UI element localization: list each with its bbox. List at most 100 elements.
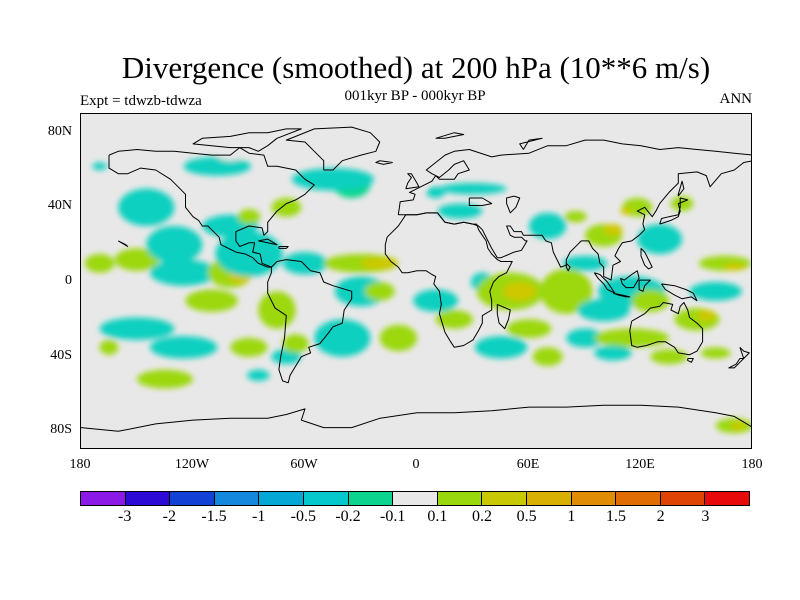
latitude-tick-label: 0 (65, 273, 72, 288)
coastline (506, 195, 521, 214)
divergence-region (564, 211, 587, 223)
coastline (384, 212, 513, 348)
coastline (612, 292, 631, 298)
divergence-region (700, 347, 731, 359)
coastline (638, 279, 651, 292)
divergence-region (146, 226, 203, 264)
divergence-region (92, 162, 108, 170)
colorbar-swatch (526, 492, 572, 505)
divergence-region (282, 334, 309, 353)
colorbar-swatch (616, 492, 661, 505)
coastline (81, 404, 751, 432)
divergence-region (594, 345, 632, 361)
coastline (519, 137, 543, 150)
chart-title: Divergence (smoothed) at 200 hPa (10**6 … (121, 50, 711, 85)
divergence-region (506, 319, 552, 338)
divergence-region (577, 298, 630, 322)
coastline (677, 180, 685, 197)
colorbar-tick-label: -3 (117, 508, 132, 525)
colorbar-tick-label: 0.1 (427, 508, 448, 525)
divergence-region (620, 207, 632, 215)
divergence-region (137, 369, 193, 389)
colorbar-swatch (214, 492, 260, 505)
period-subtitle: 001kyr BP - 000kyr BP (344, 88, 486, 104)
divergence-region (271, 349, 302, 365)
divergence-region (474, 336, 528, 359)
divergence-region (361, 257, 399, 269)
colorbar-tick-label: 2 (656, 508, 665, 525)
colorbar-swatch (348, 492, 394, 505)
coastline (267, 259, 353, 384)
latitude-tick-label: 80N (47, 123, 72, 139)
divergence-region (502, 282, 537, 301)
divergence-region (271, 198, 302, 217)
coastline (496, 303, 511, 330)
colorbar-swatch (571, 492, 617, 505)
divergence-region (413, 289, 459, 312)
coastline (278, 246, 289, 249)
colorbar-tick-label: 0.2 (472, 508, 492, 525)
divergence-region (84, 254, 115, 273)
divergence-region (114, 248, 160, 271)
coastline (565, 262, 571, 272)
coastline (397, 139, 751, 281)
colorbar-tick-label: 0.5 (516, 508, 537, 525)
coastline (258, 238, 278, 246)
colorbar-swatch (170, 492, 215, 505)
colorbar-tick-label: 1 (567, 508, 576, 525)
divergence-region (183, 156, 251, 176)
coastline (285, 126, 381, 171)
coastline (629, 302, 704, 356)
divergence-region (282, 252, 328, 275)
colorbar-tick-label: -1.5 (201, 508, 227, 525)
coastline (108, 147, 315, 268)
divergence-region (215, 231, 283, 277)
longitude-tick-label: 120E (625, 457, 655, 472)
colorbar-swatch (482, 492, 527, 505)
longitude-tick-label: 180 (69, 457, 91, 472)
divergence-region (435, 310, 474, 329)
divergence-region (594, 328, 670, 348)
divergence-region (185, 289, 238, 312)
colorbar-tick-label: -0.2 (335, 508, 361, 525)
colorbar-tick-label: 3 (701, 508, 710, 525)
colorbar-tick-label: -0.1 (379, 508, 406, 525)
divergence-region (529, 212, 567, 240)
divergence-region (697, 310, 716, 322)
divergence-region (258, 291, 296, 329)
longitude-tick-label: 120W (174, 457, 210, 472)
divergence-region (99, 317, 175, 340)
divergence-region (379, 324, 418, 352)
colorbar-swatch (393, 492, 438, 505)
divergence-region (99, 339, 119, 355)
colorbar-swatch (437, 492, 483, 505)
divergence-region (314, 319, 371, 357)
divergence-region (650, 349, 688, 365)
divergence-region (532, 347, 563, 366)
latitude-tick-label: 40S (50, 347, 72, 363)
map-frame (80, 113, 752, 449)
divergence-region (291, 168, 375, 191)
season-label: ANN (719, 91, 753, 107)
divergence-region (540, 268, 593, 314)
divergence-region (562, 255, 608, 271)
longitude-tick-label: 0 (412, 457, 420, 472)
colorbar-swatch (705, 492, 749, 505)
map-plot (81, 126, 751, 434)
divergence-region (637, 224, 683, 254)
coastline (468, 197, 493, 206)
colorbar-tick-label: -1 (251, 508, 266, 525)
colorbar-swatch (660, 492, 706, 505)
divergence-region (364, 282, 395, 301)
longitude-tick-label: 180 (741, 457, 763, 472)
divergence-region (150, 336, 218, 359)
divergence-region (439, 183, 507, 195)
latitude-tick-label: 80S (50, 422, 72, 438)
divergence-region (730, 422, 746, 430)
coastline (375, 160, 393, 165)
coastline (659, 197, 689, 225)
divergence-region (723, 263, 746, 271)
coastline (728, 346, 750, 369)
coastline (405, 173, 420, 190)
coastline (620, 270, 640, 289)
